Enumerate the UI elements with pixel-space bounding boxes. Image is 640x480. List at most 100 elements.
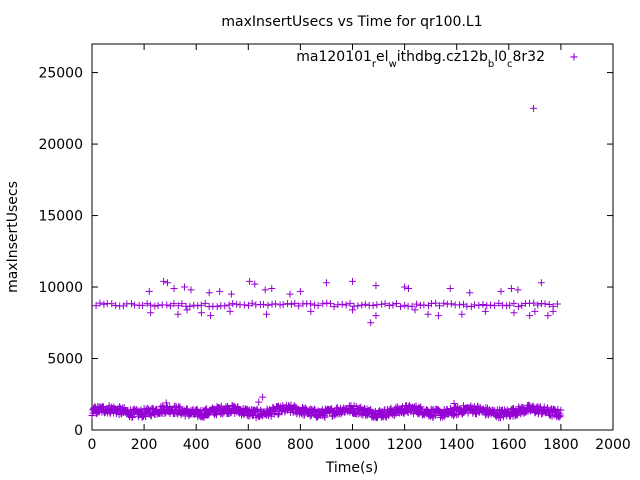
data-point — [319, 300, 327, 308]
data-point — [557, 406, 565, 414]
data-point — [160, 277, 168, 285]
data-point — [397, 303, 405, 311]
data-point — [154, 302, 162, 310]
data-point — [212, 407, 220, 415]
data-point — [108, 300, 116, 308]
data-point — [534, 301, 542, 309]
data-point — [147, 309, 155, 317]
data-point — [274, 411, 282, 419]
data-point — [314, 302, 322, 310]
legend-plus-icon — [570, 53, 578, 61]
data-point — [554, 405, 562, 413]
x-tick-label: 200 — [131, 437, 158, 453]
data-point — [240, 301, 248, 309]
data-point — [537, 279, 545, 287]
series-points — [88, 53, 578, 422]
data-point — [367, 405, 375, 413]
data-point — [225, 301, 233, 309]
x-tick-label: 400 — [183, 437, 210, 453]
data-point — [271, 300, 279, 308]
data-point — [416, 404, 424, 412]
data-point — [401, 283, 409, 291]
data-point — [503, 406, 511, 414]
data-point — [287, 300, 295, 308]
data-point — [467, 303, 475, 311]
data-point — [310, 405, 318, 413]
x-tick-label: 1600 — [491, 437, 527, 453]
data-point — [92, 302, 100, 310]
legend-marker — [570, 53, 578, 61]
data-point — [286, 290, 294, 298]
data-point — [481, 307, 489, 315]
data-point — [128, 414, 136, 422]
plot-area-frame — [91, 43, 614, 431]
data-point — [142, 413, 150, 421]
data-point — [264, 301, 272, 309]
x-tick-label: 0 — [88, 437, 97, 453]
data-point — [440, 299, 448, 307]
data-point — [153, 405, 161, 413]
data-point — [334, 301, 342, 309]
data-point — [506, 301, 514, 309]
data-point — [526, 312, 534, 320]
data-point — [302, 404, 310, 412]
data-point — [361, 300, 369, 308]
y-tick-label: 5000 — [47, 352, 83, 368]
x-tick-label: 2000 — [595, 437, 631, 453]
data-point — [259, 393, 267, 401]
data-point — [420, 301, 428, 309]
data-point — [549, 307, 557, 315]
data-point — [544, 312, 552, 320]
data-point — [411, 306, 419, 314]
data-point — [229, 300, 237, 308]
data-point — [541, 300, 549, 308]
data-point — [207, 312, 215, 320]
data-point — [401, 301, 409, 309]
data-point — [381, 300, 389, 308]
data-point — [372, 312, 380, 320]
data-point — [497, 287, 505, 295]
data-point — [203, 405, 211, 413]
data-point — [296, 287, 304, 295]
data-point — [456, 301, 464, 309]
data-point — [385, 302, 393, 310]
data-point — [162, 399, 170, 407]
data-point — [556, 413, 564, 421]
data-point — [518, 301, 526, 309]
data-point — [424, 310, 432, 318]
data-point — [119, 302, 127, 310]
data-point — [213, 411, 221, 419]
data-point — [291, 299, 299, 307]
data-point — [514, 303, 522, 311]
data-point — [213, 303, 221, 311]
data-point — [194, 302, 202, 310]
data-point — [166, 302, 174, 310]
data-point — [372, 282, 380, 290]
data-point — [100, 300, 108, 308]
data-point — [226, 307, 234, 315]
data-point — [295, 302, 303, 310]
data-point — [556, 411, 564, 419]
data-point — [174, 302, 182, 310]
data-point — [307, 300, 315, 308]
data-point — [435, 302, 443, 310]
data-point — [190, 301, 198, 309]
data-point — [530, 104, 538, 112]
data-point — [170, 300, 178, 308]
data-point — [408, 302, 416, 310]
data-point — [364, 411, 372, 419]
data-point — [495, 299, 503, 307]
x-tick-label: 600 — [235, 437, 262, 453]
data-point — [403, 407, 411, 415]
x-axis: 0 200 400 600 800 1000 1200 1400 1600 1800 2000 — [88, 44, 631, 453]
data-point — [263, 310, 271, 318]
data-point — [507, 284, 515, 292]
data-point — [531, 307, 539, 315]
x-tick-label: 1200 — [387, 437, 423, 453]
data-point — [392, 300, 400, 308]
data-point — [248, 299, 256, 307]
data-point — [432, 299, 440, 307]
data-point — [431, 410, 439, 418]
legend-label: ma120101relwithdbg.cz12bbl0c8r32 — [296, 49, 545, 70]
data-point — [139, 301, 147, 309]
